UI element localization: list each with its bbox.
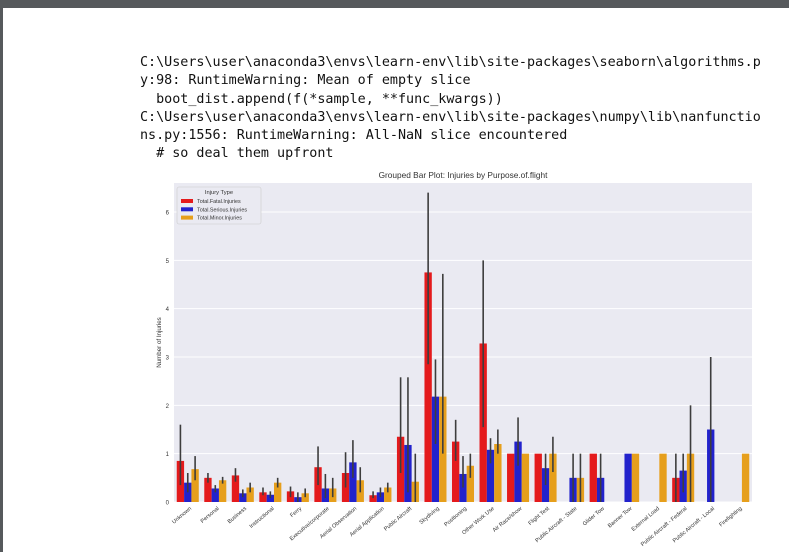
x-tick-label: Flight Test	[528, 506, 552, 527]
cell-output-text: C:\Users\user\anaconda3\envs\learn-env\l…	[140, 54, 780, 164]
y-axis-label: Number of Injuries	[156, 317, 163, 368]
output-line: # so deal them upfront	[140, 146, 334, 162]
x-tick-label: Glider Tow	[582, 505, 607, 527]
y-tick-label: 1	[166, 452, 170, 458]
output-line: boot_dist.append(f(*sample, **func_kwarg…	[140, 91, 503, 107]
bar	[549, 453, 557, 502]
bar	[507, 453, 515, 502]
y-tick-label: 6	[166, 211, 170, 217]
y-tick-label: 4	[166, 307, 170, 313]
x-tick-label: Banner Tow	[607, 505, 634, 529]
bar	[369, 495, 377, 502]
bar	[486, 449, 495, 502]
bar	[349, 462, 357, 502]
x-tick-label: Instructional	[249, 506, 276, 530]
x-tick-label: Business	[227, 506, 248, 525]
bar	[259, 492, 267, 502]
bar	[451, 441, 460, 502]
bar	[218, 480, 227, 502]
bar	[589, 453, 597, 502]
x-tick-label: Unknown	[171, 506, 193, 526]
bar	[624, 453, 632, 502]
bar	[211, 488, 219, 502]
legend-label: Total.Serious.Injuries	[197, 207, 247, 213]
bar	[521, 453, 530, 502]
bar	[204, 477, 212, 502]
bar	[659, 453, 667, 502]
x-tick-label: Public Aircraft - Federal	[640, 506, 688, 548]
cell-left-border	[0, 8, 3, 552]
output-line: y:98: RuntimeWarning: Mean of empty slic…	[140, 73, 471, 89]
bar	[376, 492, 385, 502]
bar	[741, 453, 750, 502]
bar	[301, 493, 309, 502]
window-top-bar	[0, 0, 789, 8]
y-tick-label: 2	[166, 404, 170, 410]
legend: Injury Type Total.Fatal.Injuries Total.Ser…	[176, 186, 262, 225]
output-line: ns.py:1556: RuntimeWarning: All-NaN slic…	[140, 128, 568, 144]
x-tick-label: Personal	[200, 506, 221, 525]
output-line: C:\Users\user\anaconda3\envs\learn-env\l…	[140, 109, 761, 125]
bar	[514, 441, 522, 502]
plot-area	[174, 183, 752, 502]
bar	[431, 396, 440, 502]
bar	[631, 453, 640, 502]
bar	[459, 473, 467, 502]
chart-title: Grouped Bar Plot: Injuries by Purpose.of…	[379, 170, 548, 180]
x-tick-label: Skydiving	[419, 506, 441, 526]
bar	[534, 453, 542, 502]
legend-swatch	[181, 199, 193, 203]
legend-label: Total.Fatal.Injuries	[197, 199, 241, 205]
x-tick-label: Positioning	[443, 506, 468, 528]
legend-swatch	[181, 207, 193, 212]
legend-swatch	[181, 215, 193, 220]
x-tick-label: Air Race/show	[492, 505, 524, 533]
bar	[231, 475, 240, 502]
y-tick-label: 0	[166, 501, 170, 507]
x-tick-label: Public Aircraft	[383, 506, 413, 533]
bar	[266, 494, 275, 502]
y-tick-label: 5	[166, 259, 170, 265]
x-tick-label: Ferry	[289, 506, 303, 519]
legend-title: Injury Type	[205, 190, 233, 196]
bar	[239, 493, 247, 502]
y-tick-label: 3	[166, 356, 170, 362]
legend-label: Total.Minor.Injuries	[197, 216, 242, 222]
bar	[246, 487, 254, 502]
x-tick-label: Firefighting	[718, 506, 743, 528]
bar	[466, 465, 475, 502]
bar	[274, 482, 282, 502]
output-line: C:\Users\user\anaconda3\envs\learn-env\l…	[140, 55, 761, 70]
bar-chart: 0 1 2 3 4 5 6 Grouped Bar Plot: Injuries by Pur…	[156, 170, 752, 548]
bar	[384, 487, 392, 502]
legend-box	[176, 186, 262, 225]
bar	[494, 444, 502, 502]
bar	[424, 272, 432, 502]
bar	[191, 469, 199, 502]
